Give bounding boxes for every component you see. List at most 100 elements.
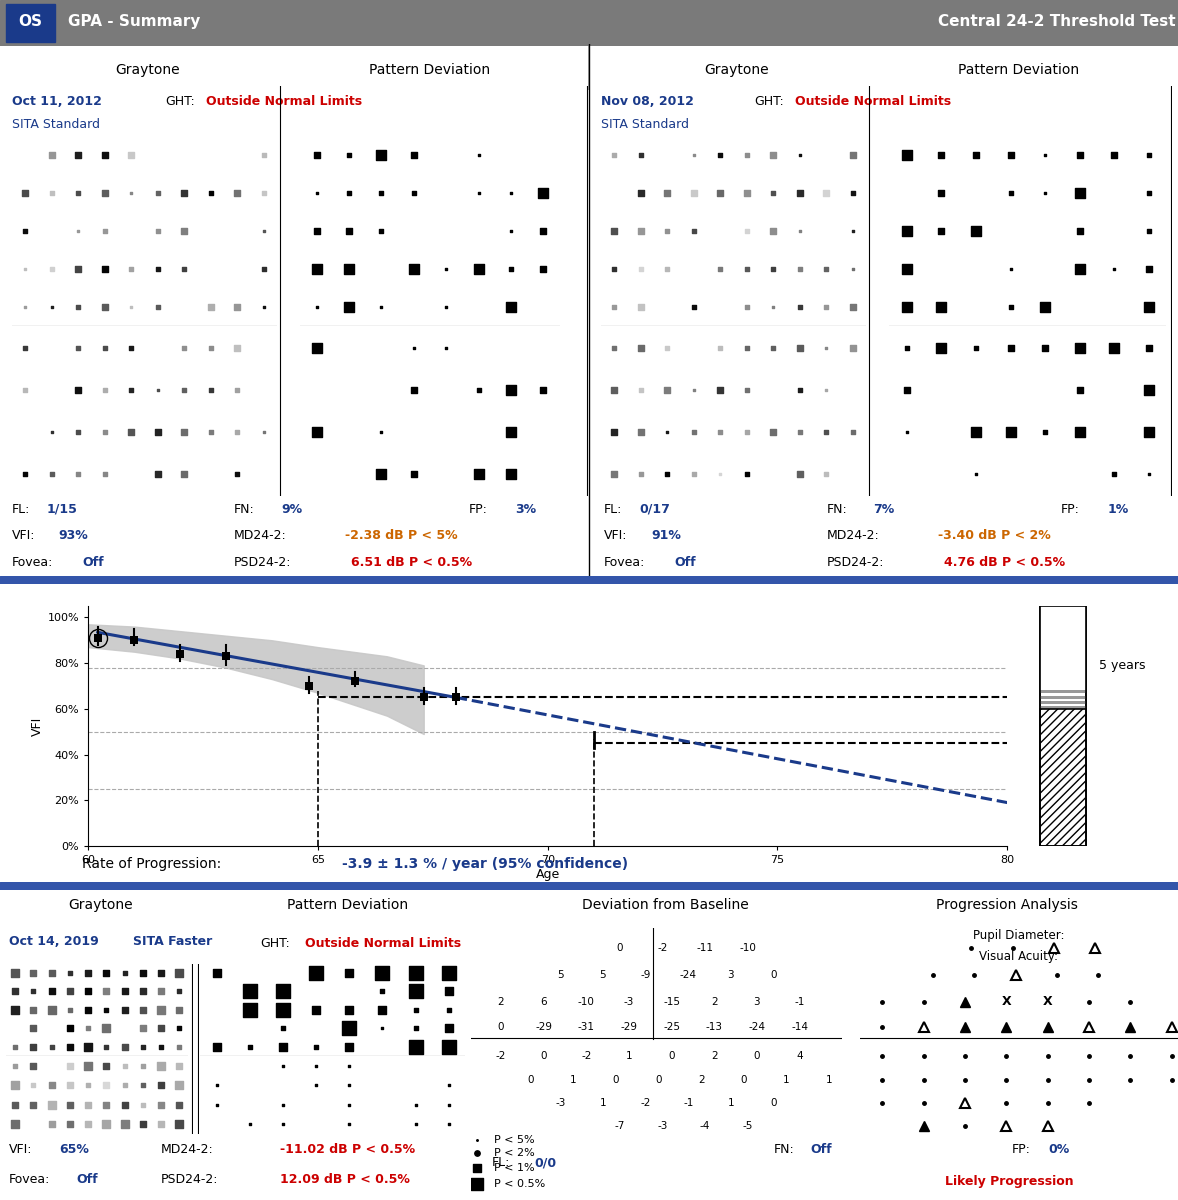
- Text: -4: -4: [700, 1121, 710, 1130]
- Point: [790, 145, 809, 164]
- Point: [737, 464, 756, 484]
- Point: [95, 338, 114, 358]
- Point: [68, 464, 87, 484]
- Point: [657, 422, 676, 442]
- Point: [24, 1037, 42, 1056]
- Point: [469, 259, 488, 278]
- Point: [227, 338, 246, 358]
- Point: [227, 298, 246, 317]
- Point: [152, 1096, 171, 1115]
- Point: [97, 1056, 115, 1075]
- Point: [372, 422, 391, 442]
- Point: [737, 380, 756, 400]
- Point: [372, 221, 391, 240]
- Point: [657, 184, 676, 203]
- Text: MD24-2:: MD24-2:: [234, 529, 287, 542]
- Point: [372, 145, 391, 164]
- Text: SITA Standard: SITA Standard: [12, 118, 100, 131]
- Point: [6, 1075, 25, 1094]
- Point: [469, 145, 488, 164]
- Point: [684, 464, 703, 484]
- Text: Off: Off: [810, 1144, 832, 1157]
- Text: -3: -3: [555, 1098, 565, 1108]
- Point: [201, 422, 220, 442]
- Point: [502, 298, 521, 317]
- Text: VFI:: VFI:: [8, 1144, 32, 1157]
- Point: [307, 338, 326, 358]
- Point: [898, 380, 916, 400]
- Text: 0%: 0%: [1048, 1144, 1070, 1157]
- Text: -5: -5: [742, 1121, 753, 1130]
- Point: [95, 259, 114, 278]
- Point: [24, 1019, 42, 1038]
- Text: -1: -1: [794, 997, 805, 1007]
- Text: Progression Analysis: Progression Analysis: [937, 898, 1078, 912]
- Point: [174, 338, 193, 358]
- Point: [340, 1001, 359, 1020]
- Point: [468, 1175, 487, 1194]
- Point: [174, 184, 193, 203]
- Text: Off: Off: [77, 1174, 98, 1187]
- Point: [97, 1037, 115, 1056]
- Point: [710, 145, 729, 164]
- Point: [148, 422, 167, 442]
- Point: [439, 1001, 458, 1020]
- Point: [404, 338, 423, 358]
- Point: [42, 1001, 61, 1020]
- Point: [502, 464, 521, 484]
- Text: Oct 11, 2012: Oct 11, 2012: [12, 95, 101, 108]
- Text: 3: 3: [728, 970, 734, 980]
- Point: [439, 1019, 458, 1038]
- Point: [932, 298, 951, 317]
- Point: [15, 184, 34, 203]
- Point: [174, 259, 193, 278]
- Point: [121, 422, 140, 442]
- Text: Graytone: Graytone: [704, 64, 768, 77]
- Point: [763, 145, 782, 164]
- Point: [42, 145, 61, 164]
- Text: Graytone: Graytone: [115, 64, 179, 77]
- Point: [604, 221, 623, 240]
- Point: [42, 464, 61, 484]
- Point: [15, 221, 34, 240]
- Point: [439, 1096, 458, 1115]
- Point: [1105, 145, 1124, 164]
- Point: [502, 380, 521, 400]
- Point: [15, 338, 34, 358]
- Point: [97, 1075, 115, 1094]
- Text: Nov 08, 2012: Nov 08, 2012: [601, 95, 694, 108]
- Text: PSD24-2:: PSD24-2:: [161, 1174, 219, 1187]
- Point: [843, 338, 862, 358]
- Text: GHT:: GHT:: [165, 95, 194, 108]
- Point: [174, 221, 193, 240]
- Text: Deviation from Baseline: Deviation from Baseline: [582, 898, 749, 912]
- Point: [207, 1037, 226, 1056]
- Bar: [1040, 701, 1086, 704]
- Text: 0: 0: [770, 1098, 776, 1108]
- Text: P < 5%: P < 5%: [494, 1135, 535, 1145]
- Text: 0/0: 0/0: [535, 1156, 556, 1169]
- Text: Rate of Progression:: Rate of Progression:: [82, 857, 221, 871]
- Text: 9%: 9%: [282, 503, 302, 516]
- Point: [148, 380, 167, 400]
- Point: [898, 221, 916, 240]
- Text: 2: 2: [712, 997, 717, 1007]
- Text: FP:: FP:: [469, 503, 488, 516]
- Point: [95, 464, 114, 484]
- Text: -3: -3: [657, 1121, 668, 1130]
- Point: [843, 221, 862, 240]
- Bar: [1040, 606, 1086, 690]
- Point: [816, 422, 835, 442]
- Point: [406, 1019, 425, 1038]
- Point: [307, 184, 326, 203]
- Point: [373, 982, 392, 1001]
- Text: 2: 2: [712, 1050, 717, 1061]
- Point: [1105, 464, 1124, 484]
- Point: [97, 982, 115, 1001]
- Point: [340, 1019, 359, 1038]
- Text: Fovea:: Fovea:: [8, 1174, 49, 1187]
- Point: [502, 221, 521, 240]
- Point: [737, 259, 756, 278]
- Point: [42, 964, 61, 983]
- Point: [604, 422, 623, 442]
